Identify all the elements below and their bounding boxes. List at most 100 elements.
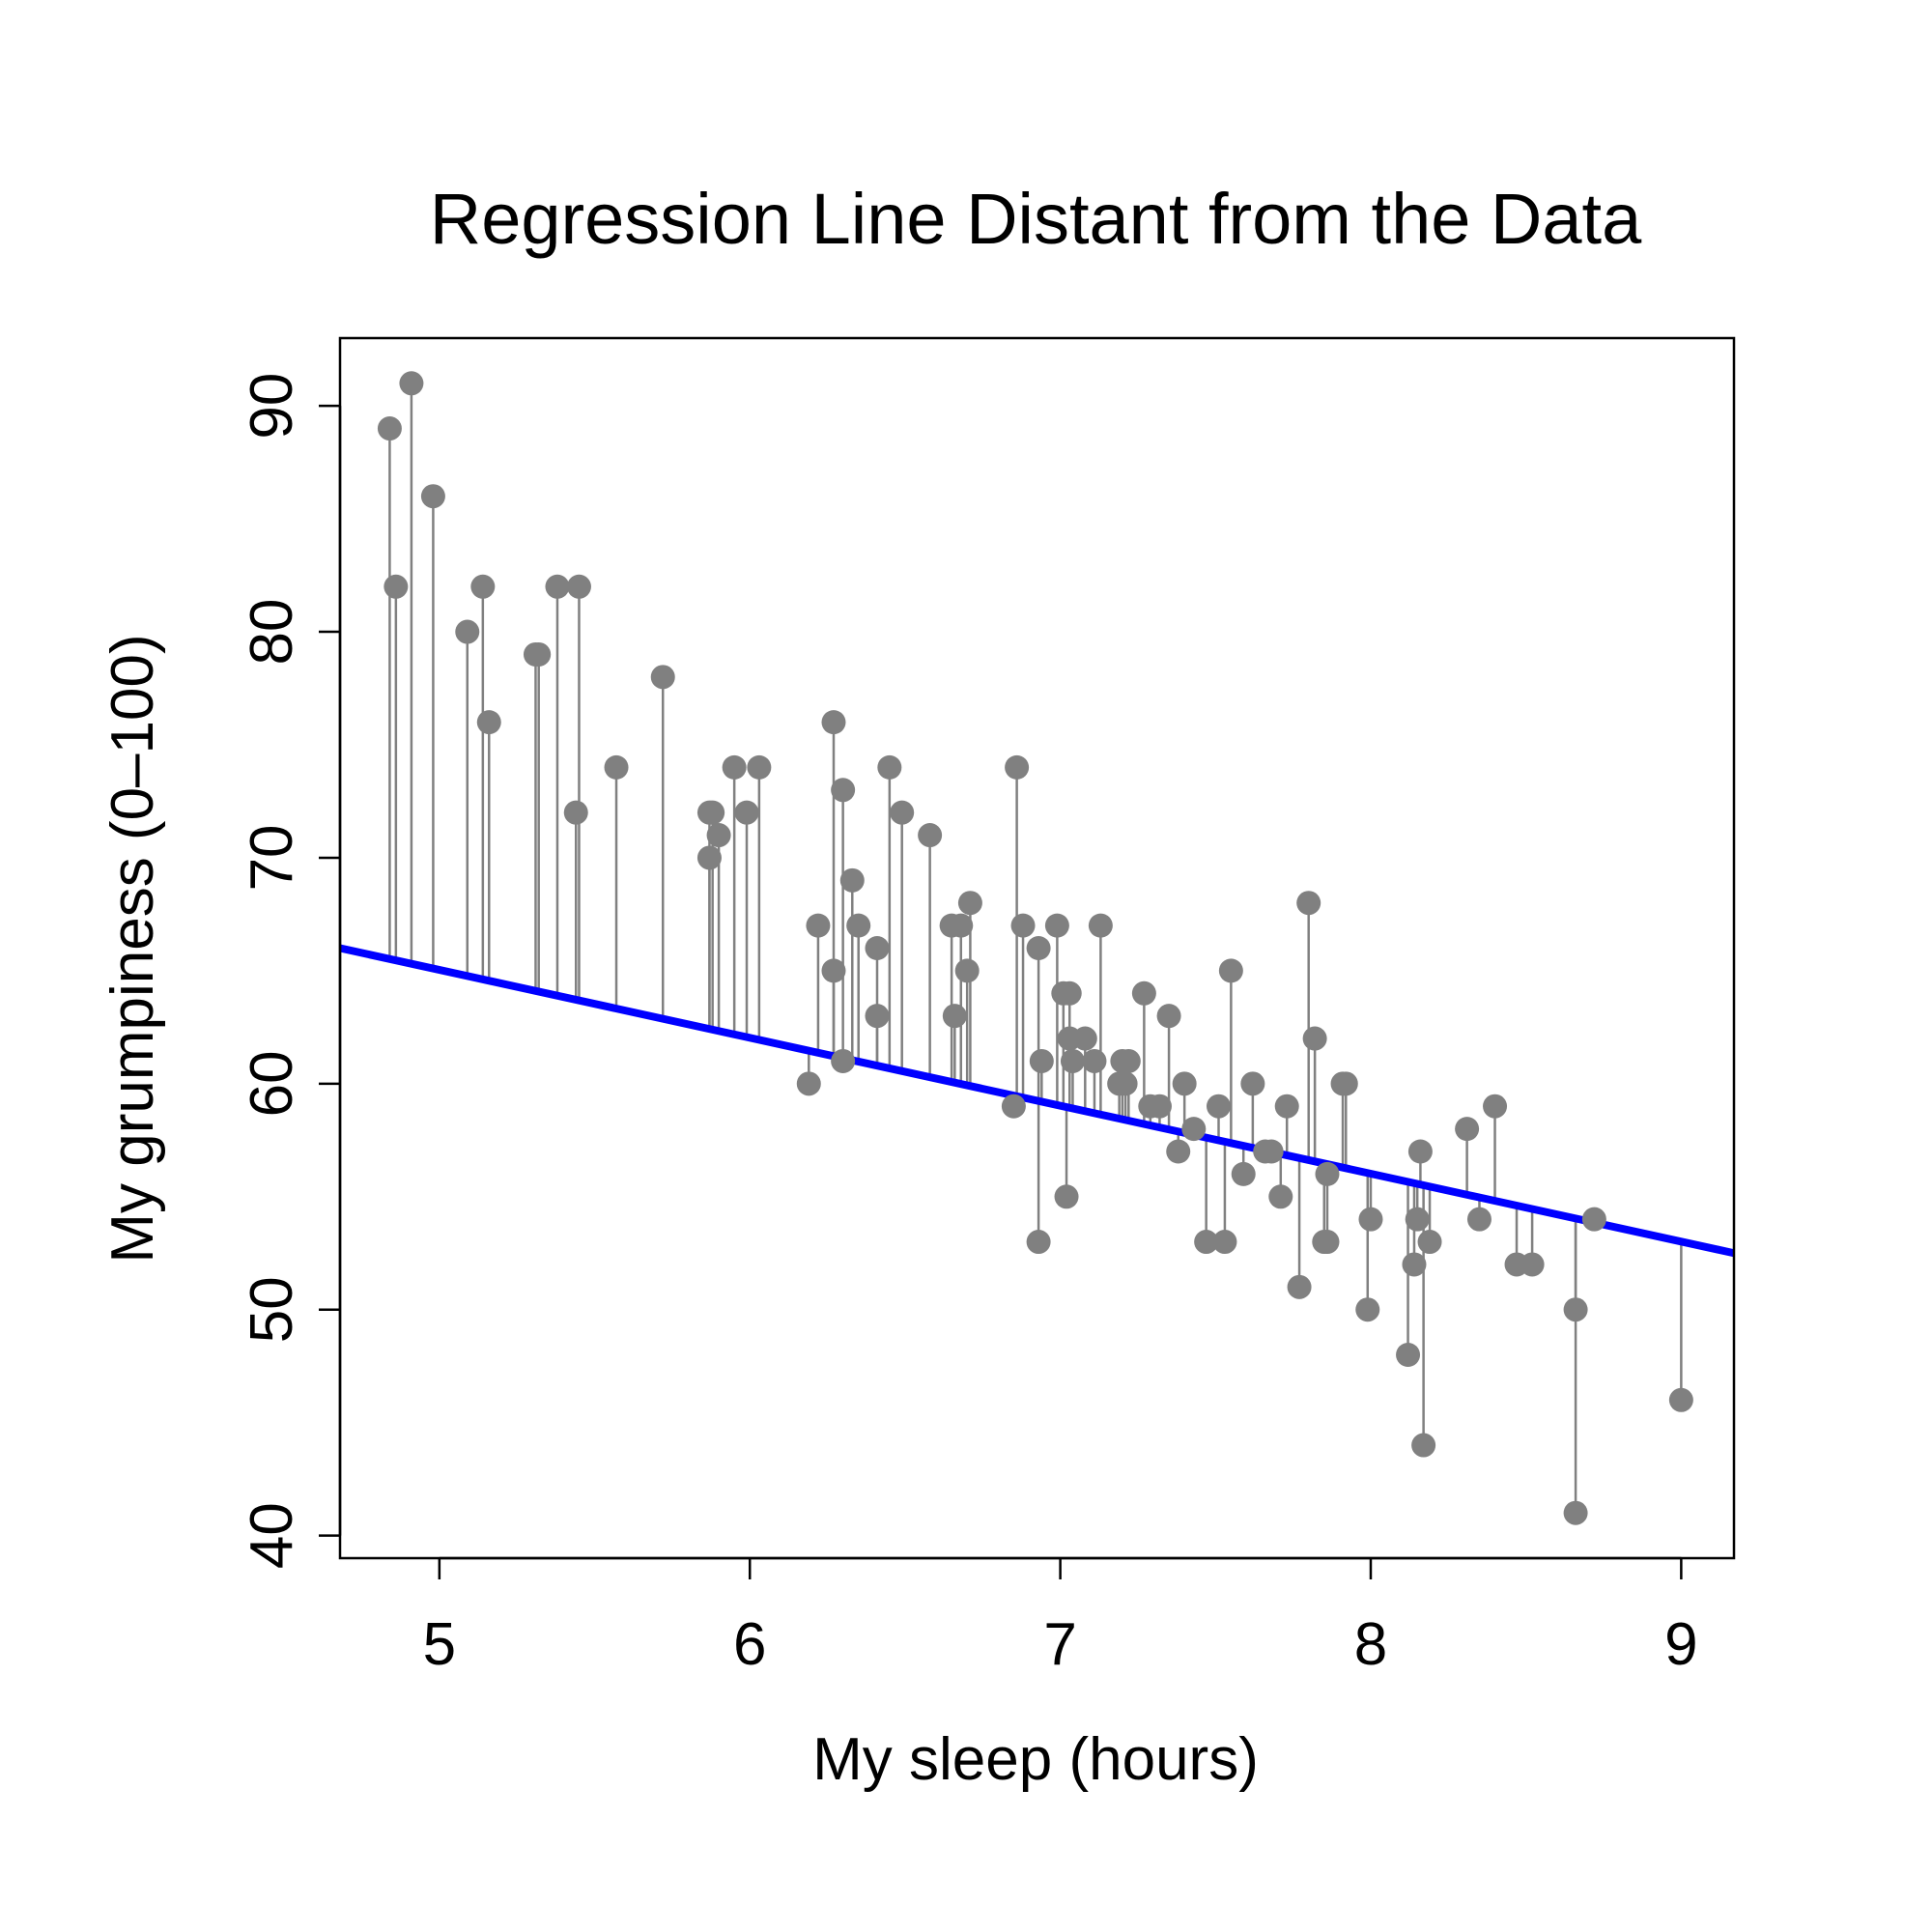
data-point <box>877 754 902 780</box>
data-point <box>1026 936 1051 960</box>
data-point <box>1520 1252 1545 1277</box>
data-point <box>806 913 831 938</box>
data-point <box>1315 1230 1340 1255</box>
data-point <box>1044 913 1069 938</box>
data-point <box>1259 1139 1284 1164</box>
data-point <box>700 800 725 825</box>
data-point <box>1172 1071 1197 1096</box>
data-point <box>563 800 588 825</box>
data-point <box>1240 1071 1265 1096</box>
data-point <box>1181 1117 1207 1142</box>
data-point <box>821 710 846 735</box>
data-point <box>1411 1433 1436 1458</box>
residuals <box>388 383 1683 1514</box>
data-point <box>1057 980 1082 1006</box>
data-point <box>839 867 865 893</box>
data-point <box>1315 1161 1340 1186</box>
data-point <box>1268 1184 1293 1209</box>
data-point <box>1212 1230 1237 1255</box>
data-point <box>1072 1026 1097 1051</box>
data-point <box>706 823 731 848</box>
data-point <box>399 371 424 396</box>
data-point <box>1116 1048 1141 1073</box>
data-point <box>1333 1071 1358 1096</box>
data-point <box>604 754 629 780</box>
data-point <box>384 574 409 599</box>
data-points <box>377 371 1693 1525</box>
data-point <box>1218 958 1243 983</box>
data-point <box>846 913 871 938</box>
x-axis: 5 6 7 8 9 <box>423 1556 1698 1678</box>
data-point <box>1010 913 1036 938</box>
data-point <box>566 574 591 599</box>
x-tick-label: 8 <box>1354 1611 1387 1678</box>
data-point <box>831 778 856 803</box>
data-point <box>1302 1026 1327 1051</box>
data-point <box>377 416 402 441</box>
data-point <box>1001 1094 1026 1119</box>
data-point <box>949 913 974 938</box>
data-point <box>1194 1230 1219 1255</box>
data-point <box>1166 1139 1191 1164</box>
y-tick-label: 80 <box>239 599 305 666</box>
x-tick-label: 6 <box>733 1611 766 1678</box>
x-tick-label: 7 <box>1043 1611 1076 1678</box>
y-axis: 40 50 60 70 80 90 <box>239 373 342 1569</box>
data-point <box>1455 1117 1480 1142</box>
data-point <box>1405 1207 1430 1232</box>
data-point <box>1131 980 1156 1006</box>
data-point <box>1088 913 1113 938</box>
y-tick-label: 40 <box>239 1502 305 1569</box>
data-point <box>420 484 445 509</box>
y-tick-label: 70 <box>239 824 305 891</box>
x-tick-label: 5 <box>423 1611 456 1678</box>
chart-title: Regression Line Distant from the Data <box>430 179 1642 259</box>
data-point <box>455 619 480 644</box>
regression-line-group <box>339 944 1735 1258</box>
data-point <box>476 710 501 735</box>
data-point <box>1231 1161 1256 1186</box>
data-point <box>1466 1207 1492 1232</box>
data-point <box>821 958 846 983</box>
data-point <box>1407 1139 1433 1164</box>
y-axis-label: My grumpiness (0–100) <box>99 634 166 1263</box>
data-point <box>1296 891 1321 916</box>
data-point <box>1358 1207 1383 1232</box>
data-point <box>722 754 747 780</box>
data-point <box>1581 1207 1606 1232</box>
y-tick-label: 50 <box>239 1276 305 1343</box>
data-point <box>1113 1071 1138 1096</box>
data-point <box>545 574 570 599</box>
y-tick-label: 90 <box>239 373 305 440</box>
data-point <box>890 800 915 825</box>
data-point <box>954 958 980 983</box>
data-point <box>1147 1094 1172 1119</box>
data-point <box>1287 1274 1312 1299</box>
data-point <box>957 891 982 916</box>
data-point <box>1396 1343 1421 1367</box>
data-point <box>865 936 890 960</box>
data-point <box>1060 1048 1085 1073</box>
data-point <box>1156 1004 1181 1029</box>
data-point <box>526 641 552 667</box>
data-point <box>942 1004 967 1029</box>
data-point <box>1563 1297 1588 1322</box>
x-tick-label: 9 <box>1664 1611 1697 1678</box>
data-point <box>1207 1094 1232 1119</box>
regression-line <box>339 944 1735 1258</box>
data-point <box>1668 1387 1693 1412</box>
data-point <box>470 574 496 599</box>
data-point <box>1563 1500 1588 1525</box>
data-point <box>796 1071 821 1096</box>
data-point <box>1026 1230 1051 1255</box>
data-point <box>831 1048 856 1073</box>
data-point <box>1082 1048 1107 1073</box>
data-point <box>1029 1048 1054 1073</box>
data-point <box>747 754 772 780</box>
x-axis-label: My sleep (hours) <box>812 1726 1259 1793</box>
data-point <box>1005 754 1030 780</box>
data-point <box>734 800 759 825</box>
data-point <box>1274 1094 1299 1119</box>
